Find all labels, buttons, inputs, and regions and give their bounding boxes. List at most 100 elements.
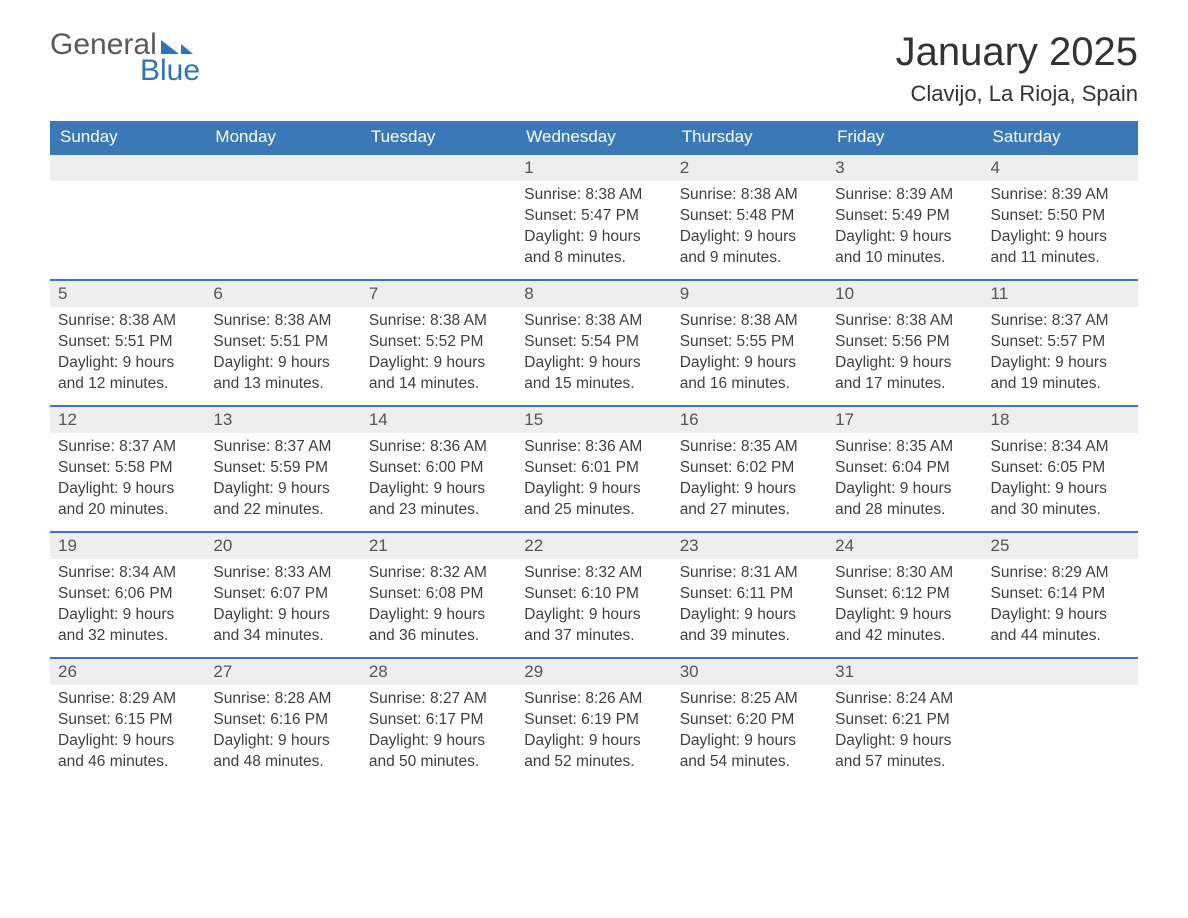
day-number: 26: [50, 659, 205, 685]
daylight-text-1: Daylight: 9 hours: [991, 353, 1130, 374]
sunset-text: Sunset: 5:54 PM: [524, 332, 663, 353]
day-number: 25: [983, 533, 1138, 559]
sunrise-text: Sunrise: 8:34 AM: [58, 563, 197, 584]
sunset-text: Sunset: 6:05 PM: [991, 458, 1130, 479]
sunset-text: Sunset: 6:16 PM: [213, 710, 352, 731]
day-details: Sunrise: 8:28 AMSunset: 6:16 PMDaylight:…: [205, 685, 360, 781]
daylight-text-2: and 10 minutes.: [835, 248, 974, 269]
calendar-day-cell: 16Sunrise: 8:35 AMSunset: 6:02 PMDayligh…: [672, 406, 827, 532]
day-number: 18: [983, 407, 1138, 433]
sunset-text: Sunset: 5:52 PM: [369, 332, 508, 353]
sunset-text: Sunset: 5:48 PM: [680, 206, 819, 227]
sunrise-text: Sunrise: 8:33 AM: [213, 563, 352, 584]
daylight-text-2: and 17 minutes.: [835, 374, 974, 395]
day-number: 27: [205, 659, 360, 685]
daylight-text-1: Daylight: 9 hours: [524, 479, 663, 500]
day-number: 13: [205, 407, 360, 433]
calendar-day-cell: 25Sunrise: 8:29 AMSunset: 6:14 PMDayligh…: [983, 532, 1138, 658]
calendar-day-cell: 19Sunrise: 8:34 AMSunset: 6:06 PMDayligh…: [50, 532, 205, 658]
daylight-text-2: and 32 minutes.: [58, 626, 197, 647]
day-details: Sunrise: 8:30 AMSunset: 6:12 PMDaylight:…: [827, 559, 982, 655]
daylight-text-1: Daylight: 9 hours: [680, 731, 819, 752]
sunrise-text: Sunrise: 8:38 AM: [680, 185, 819, 206]
day-details: Sunrise: 8:26 AMSunset: 6:19 PMDaylight:…: [516, 685, 671, 781]
calendar-day-cell: 18Sunrise: 8:34 AMSunset: 6:05 PMDayligh…: [983, 406, 1138, 532]
day-number: 17: [827, 407, 982, 433]
sunrise-text: Sunrise: 8:38 AM: [58, 311, 197, 332]
sunset-text: Sunset: 6:02 PM: [680, 458, 819, 479]
brand-word-2: Blue: [140, 56, 200, 86]
sunrise-text: Sunrise: 8:24 AM: [835, 689, 974, 710]
calendar-table: Sunday Monday Tuesday Wednesday Thursday…: [50, 121, 1138, 784]
day-details: Sunrise: 8:33 AMSunset: 6:07 PMDaylight:…: [205, 559, 360, 655]
daylight-text-2: and 44 minutes.: [991, 626, 1130, 647]
day-details: Sunrise: 8:27 AMSunset: 6:17 PMDaylight:…: [361, 685, 516, 781]
daylight-text-1: Daylight: 9 hours: [58, 731, 197, 752]
daylight-text-1: Daylight: 9 hours: [58, 605, 197, 626]
day-details: Sunrise: 8:29 AMSunset: 6:15 PMDaylight:…: [50, 685, 205, 781]
sunset-text: Sunset: 5:57 PM: [991, 332, 1130, 353]
daylight-text-2: and 19 minutes.: [991, 374, 1130, 395]
sunrise-text: Sunrise: 8:25 AM: [680, 689, 819, 710]
sunset-text: Sunset: 6:06 PM: [58, 584, 197, 605]
calendar-day-cell: 23Sunrise: 8:31 AMSunset: 6:11 PMDayligh…: [672, 532, 827, 658]
sunrise-text: Sunrise: 8:29 AM: [991, 563, 1130, 584]
daylight-text-1: Daylight: 9 hours: [524, 353, 663, 374]
daylight-text-2: and 54 minutes.: [680, 752, 819, 773]
day-details: Sunrise: 8:38 AMSunset: 5:54 PMDaylight:…: [516, 307, 671, 403]
daylight-text-1: Daylight: 9 hours: [58, 479, 197, 500]
daylight-text-1: Daylight: 9 hours: [369, 605, 508, 626]
sunrise-text: Sunrise: 8:36 AM: [524, 437, 663, 458]
sunrise-text: Sunrise: 8:32 AM: [369, 563, 508, 584]
calendar-day-cell: [50, 154, 205, 280]
daylight-text-2: and 36 minutes.: [369, 626, 508, 647]
calendar-day-cell: 5Sunrise: 8:38 AMSunset: 5:51 PMDaylight…: [50, 280, 205, 406]
day-number: 14: [361, 407, 516, 433]
calendar-day-cell: 1Sunrise: 8:38 AMSunset: 5:47 PMDaylight…: [516, 154, 671, 280]
daylight-text-2: and 27 minutes.: [680, 500, 819, 521]
day-details: Sunrise: 8:37 AMSunset: 5:57 PMDaylight:…: [983, 307, 1138, 403]
day-number: 8: [516, 281, 671, 307]
day-number: 16: [672, 407, 827, 433]
calendar-day-cell: 30Sunrise: 8:25 AMSunset: 6:20 PMDayligh…: [672, 658, 827, 784]
daylight-text-2: and 34 minutes.: [213, 626, 352, 647]
daylight-text-2: and 12 minutes.: [58, 374, 197, 395]
daylight-text-2: and 30 minutes.: [991, 500, 1130, 521]
day-number: 29: [516, 659, 671, 685]
sunset-text: Sunset: 6:12 PM: [835, 584, 974, 605]
day-details: Sunrise: 8:36 AMSunset: 6:01 PMDaylight:…: [516, 433, 671, 529]
daylight-text-2: and 11 minutes.: [991, 248, 1130, 269]
sunset-text: Sunset: 5:58 PM: [58, 458, 197, 479]
daylight-text-1: Daylight: 9 hours: [991, 479, 1130, 500]
day-number: 3: [827, 155, 982, 181]
sunrise-text: Sunrise: 8:38 AM: [369, 311, 508, 332]
daylight-text-1: Daylight: 9 hours: [213, 353, 352, 374]
day-details: Sunrise: 8:38 AMSunset: 5:55 PMDaylight:…: [672, 307, 827, 403]
sunrise-text: Sunrise: 8:37 AM: [58, 437, 197, 458]
calendar-week-row: 1Sunrise: 8:38 AMSunset: 5:47 PMDaylight…: [50, 154, 1138, 280]
calendar-day-cell: 13Sunrise: 8:37 AMSunset: 5:59 PMDayligh…: [205, 406, 360, 532]
day-details: Sunrise: 8:34 AMSunset: 6:06 PMDaylight:…: [50, 559, 205, 655]
daylight-text-1: Daylight: 9 hours: [991, 227, 1130, 248]
day-number: 11: [983, 281, 1138, 307]
day-details: Sunrise: 8:37 AMSunset: 5:59 PMDaylight:…: [205, 433, 360, 529]
daylight-text-1: Daylight: 9 hours: [991, 605, 1130, 626]
calendar-day-cell: 26Sunrise: 8:29 AMSunset: 6:15 PMDayligh…: [50, 658, 205, 784]
calendar-day-cell: [983, 658, 1138, 784]
day-details: Sunrise: 8:29 AMSunset: 6:14 PMDaylight:…: [983, 559, 1138, 655]
day-header: Saturday: [983, 121, 1138, 154]
calendar-day-cell: 9Sunrise: 8:38 AMSunset: 5:55 PMDaylight…: [672, 280, 827, 406]
daylight-text-2: and 39 minutes.: [680, 626, 819, 647]
calendar-day-cell: 21Sunrise: 8:32 AMSunset: 6:08 PMDayligh…: [361, 532, 516, 658]
calendar-day-cell: 10Sunrise: 8:38 AMSunset: 5:56 PMDayligh…: [827, 280, 982, 406]
day-number: 23: [672, 533, 827, 559]
sunrise-text: Sunrise: 8:28 AM: [213, 689, 352, 710]
calendar-week-row: 12Sunrise: 8:37 AMSunset: 5:58 PMDayligh…: [50, 406, 1138, 532]
daylight-text-2: and 46 minutes.: [58, 752, 197, 773]
day-header: Tuesday: [361, 121, 516, 154]
title-block: January 2025 Clavijo, La Rioja, Spain: [896, 30, 1138, 107]
sunset-text: Sunset: 5:55 PM: [680, 332, 819, 353]
day-number: 21: [361, 533, 516, 559]
day-number: 1: [516, 155, 671, 181]
day-details: Sunrise: 8:31 AMSunset: 6:11 PMDaylight:…: [672, 559, 827, 655]
